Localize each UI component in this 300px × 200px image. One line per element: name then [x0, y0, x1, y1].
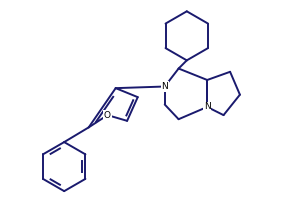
Text: O: O: [104, 111, 111, 120]
Text: N: N: [161, 82, 168, 91]
Text: N: N: [204, 102, 211, 111]
